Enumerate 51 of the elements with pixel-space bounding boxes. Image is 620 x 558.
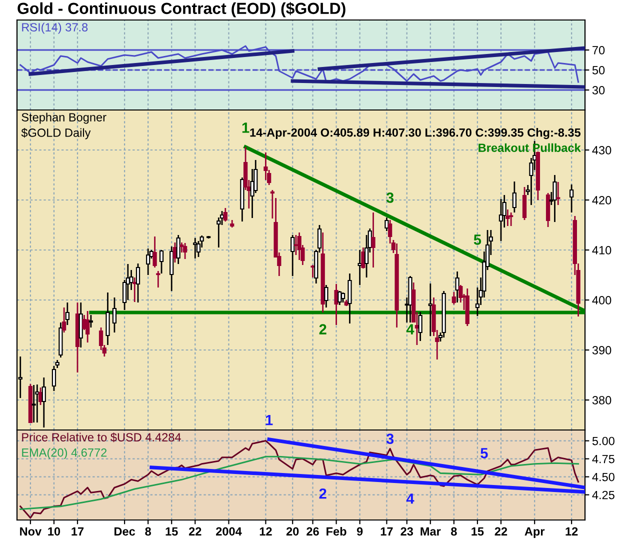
- chart-title: Gold - Continuous Contract (EOD) ($GOLD): [18, 2, 346, 18]
- y-tick-label: 5.00: [592, 436, 614, 446]
- x-tick-label: Mar: [420, 527, 441, 536]
- y-tick-label: 50: [592, 66, 605, 74]
- annotation: $GOLD Daily: [21, 128, 91, 140]
- annotation: 3: [386, 434, 394, 444]
- annotation: 4: [406, 494, 414, 504]
- annotation: 2: [319, 324, 326, 334]
- annotation: 3: [386, 192, 394, 203]
- x-tick-label: 12: [260, 527, 272, 536]
- y-tick-label: 30: [592, 86, 605, 94]
- x-tick-label: Dec: [114, 527, 136, 536]
- y-tick-label: 430: [592, 146, 612, 154]
- annotation: 14-Apr-2004 O:405.89 H:407.30 L:396.70 C:399.35 Chg:-8.35: [250, 128, 581, 140]
- y-tick-label: 380: [592, 396, 612, 404]
- annotation: 5: [480, 448, 488, 458]
- x-tick-label: 17: [380, 527, 393, 536]
- annotation: 4: [406, 324, 414, 334]
- annotation: Stephan Bogner: [22, 112, 106, 124]
- x-tick-label: 8: [451, 527, 457, 536]
- y-tick-label: 400: [592, 296, 612, 304]
- x-tick-label: 15: [166, 527, 178, 536]
- x-tick-label: 20: [286, 527, 299, 536]
- x-tick-label: Nov: [20, 527, 42, 536]
- y-tick-label: 4.25: [592, 490, 614, 500]
- x-tick-label: 2004: [216, 527, 242, 536]
- annotation: 1: [266, 415, 273, 426]
- text: EMA(20) 4.6772: [22, 448, 107, 460]
- x-tick-label: 23: [400, 527, 414, 536]
- x-tick-label: 22: [188, 527, 202, 536]
- y-tick-label: 70: [592, 46, 605, 54]
- x-tick-label: 15: [472, 527, 484, 536]
- y-tick-label: 4.50: [592, 472, 614, 482]
- x-tick-label: 12: [566, 527, 578, 536]
- x-tick-label: Apr: [524, 527, 545, 538]
- y-tick-label: 390: [592, 346, 612, 354]
- x-tick-label: 26: [306, 527, 319, 536]
- text: RSI(14) 37.8: [22, 22, 88, 34]
- y-tick-label: 420: [592, 196, 612, 204]
- series-label: Price Relative to $USD 4.4284: [22, 432, 181, 442]
- x-tick-label: 22: [494, 527, 508, 536]
- x-tick-label: 9: [356, 527, 363, 536]
- y-tick-label: 4.75: [592, 454, 614, 464]
- x-tick-label: 8: [145, 527, 151, 536]
- annotation: 2: [319, 488, 326, 499]
- y-tick-label: 410: [592, 246, 612, 254]
- x-tick-label: 17: [72, 527, 84, 536]
- annotation: 5: [474, 234, 482, 245]
- annotation: 1: [242, 122, 250, 133]
- x-tick-label: Feb: [326, 526, 346, 536]
- x-tick-label: 10: [48, 527, 60, 536]
